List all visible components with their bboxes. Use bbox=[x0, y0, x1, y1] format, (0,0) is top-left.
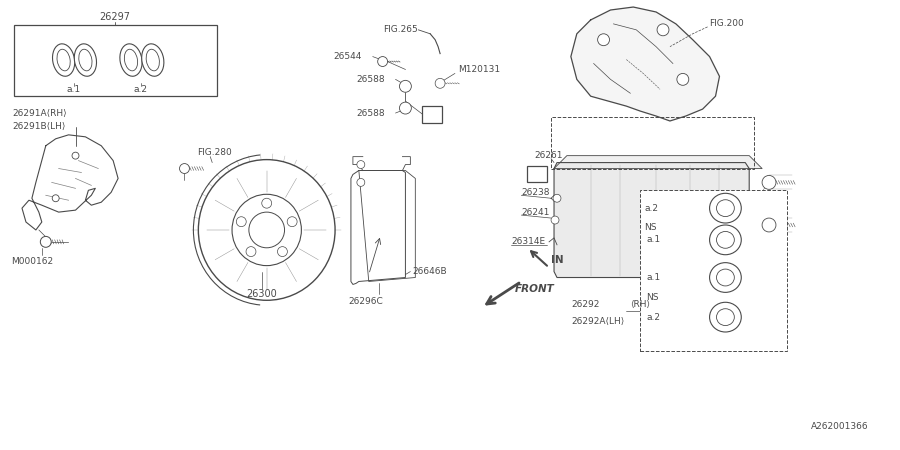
Circle shape bbox=[435, 78, 445, 88]
Text: 26238: 26238 bbox=[521, 188, 550, 197]
Text: FIG.265: FIG.265 bbox=[382, 25, 418, 34]
Ellipse shape bbox=[709, 302, 742, 332]
Text: 26300: 26300 bbox=[247, 289, 277, 299]
Text: 26544: 26544 bbox=[333, 52, 362, 61]
Text: a.2: a.2 bbox=[134, 85, 148, 94]
Circle shape bbox=[400, 81, 411, 92]
Text: a.2: a.2 bbox=[646, 313, 661, 322]
Text: 26646B: 26646B bbox=[412, 267, 447, 276]
Polygon shape bbox=[554, 162, 749, 278]
Circle shape bbox=[551, 216, 559, 224]
Circle shape bbox=[72, 152, 79, 159]
Ellipse shape bbox=[716, 269, 734, 286]
Circle shape bbox=[52, 195, 59, 202]
Circle shape bbox=[287, 217, 297, 227]
Ellipse shape bbox=[120, 44, 142, 76]
Circle shape bbox=[400, 102, 411, 114]
Text: a.1: a.1 bbox=[646, 273, 661, 282]
Text: 26297: 26297 bbox=[100, 12, 130, 22]
Ellipse shape bbox=[146, 49, 159, 71]
Text: 26314E: 26314E bbox=[511, 237, 545, 246]
Circle shape bbox=[357, 179, 364, 186]
Circle shape bbox=[378, 57, 388, 67]
Text: 26588: 26588 bbox=[356, 108, 384, 117]
Circle shape bbox=[762, 218, 776, 232]
Circle shape bbox=[277, 247, 287, 256]
Text: 26292: 26292 bbox=[571, 300, 599, 309]
Ellipse shape bbox=[52, 44, 75, 76]
Circle shape bbox=[237, 217, 247, 227]
Text: 26241: 26241 bbox=[521, 207, 550, 216]
Polygon shape bbox=[579, 169, 594, 271]
Text: ⟨RH⟩: ⟨RH⟩ bbox=[630, 300, 651, 309]
Circle shape bbox=[179, 163, 189, 174]
Circle shape bbox=[246, 247, 256, 256]
Ellipse shape bbox=[709, 263, 742, 293]
Polygon shape bbox=[571, 7, 719, 121]
Ellipse shape bbox=[198, 160, 335, 300]
Text: FRONT: FRONT bbox=[515, 284, 554, 294]
Ellipse shape bbox=[716, 200, 734, 216]
Text: 26288: 26288 bbox=[749, 204, 778, 213]
Circle shape bbox=[762, 176, 776, 189]
Text: A: A bbox=[534, 169, 541, 179]
Text: 26296C: 26296C bbox=[348, 297, 383, 306]
Text: IN: IN bbox=[551, 255, 563, 265]
Text: M000162: M000162 bbox=[11, 257, 53, 266]
Text: a.1: a.1 bbox=[67, 85, 81, 94]
Text: 26291A⟨RH⟩: 26291A⟨RH⟩ bbox=[12, 108, 67, 117]
Ellipse shape bbox=[709, 225, 742, 255]
Polygon shape bbox=[351, 171, 405, 284]
Polygon shape bbox=[554, 156, 762, 169]
Bar bbox=[527, 166, 547, 182]
Bar bbox=[640, 190, 787, 351]
Text: M120131: M120131 bbox=[458, 65, 500, 74]
Circle shape bbox=[249, 212, 284, 248]
Circle shape bbox=[357, 161, 364, 169]
Circle shape bbox=[598, 34, 609, 46]
Ellipse shape bbox=[141, 44, 164, 76]
Text: FIG.200: FIG.200 bbox=[709, 19, 744, 28]
Text: A: A bbox=[428, 109, 436, 120]
Text: 26292A⟨LH⟩: 26292A⟨LH⟩ bbox=[571, 317, 624, 326]
Bar bbox=[551, 117, 754, 169]
Circle shape bbox=[677, 73, 688, 86]
Text: a.1: a.1 bbox=[646, 235, 661, 244]
Ellipse shape bbox=[232, 194, 302, 266]
Ellipse shape bbox=[75, 44, 96, 76]
Ellipse shape bbox=[57, 49, 70, 71]
Ellipse shape bbox=[716, 231, 734, 248]
Text: a.2: a.2 bbox=[644, 204, 658, 213]
Text: NS: NS bbox=[646, 293, 659, 302]
Circle shape bbox=[40, 236, 51, 248]
Ellipse shape bbox=[716, 309, 734, 325]
Ellipse shape bbox=[124, 49, 138, 71]
Circle shape bbox=[553, 194, 561, 202]
Bar bbox=[14, 25, 217, 96]
Text: 26291B⟨LH⟩: 26291B⟨LH⟩ bbox=[12, 122, 66, 131]
Bar bbox=[422, 106, 442, 123]
Text: 26588: 26588 bbox=[356, 75, 384, 84]
Circle shape bbox=[657, 24, 669, 36]
Text: A262001366: A262001366 bbox=[811, 422, 868, 431]
Ellipse shape bbox=[79, 49, 92, 71]
Ellipse shape bbox=[709, 194, 742, 223]
Text: 26261: 26261 bbox=[535, 151, 562, 160]
Circle shape bbox=[262, 198, 272, 208]
Text: NS: NS bbox=[644, 224, 657, 233]
Text: FIG.280: FIG.280 bbox=[197, 148, 232, 157]
